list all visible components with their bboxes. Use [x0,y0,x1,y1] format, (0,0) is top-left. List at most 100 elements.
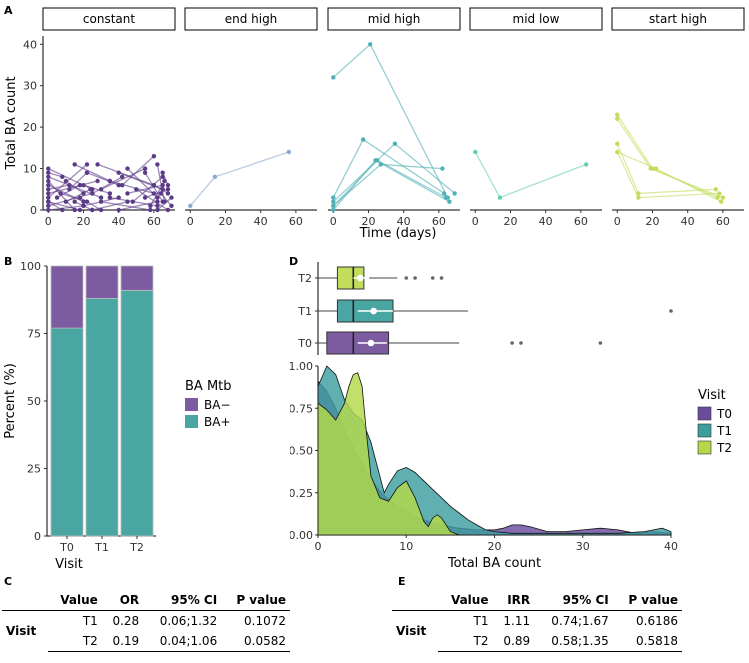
a-data-point [392,141,398,146]
a-x-tick-label: 20 [503,215,517,228]
a-data-point [331,195,336,200]
a-data-point [84,162,90,167]
d-box-row-label: T2 [297,272,312,285]
a-data-point [107,178,113,184]
table-e-header-ci: 95% CI [534,590,613,611]
a-data-point [148,207,153,213]
a-y-tick-label: 10 [23,163,37,176]
d-legend-title: Visit [698,388,726,403]
a-x-tick-label: 60 [289,215,303,228]
a-data-point [615,149,620,155]
chart-a-facets: 0 10 20 30 40 Total BA count constant 0 20 40 60 en… [4,7,745,240]
table-cell: 0.0582 [221,631,290,652]
a-series-line [332,43,449,198]
a-data-point [60,174,65,180]
a-facet-strip [184,7,318,31]
panel-letter-b: B [4,255,13,268]
a-x-axis-label: Time (days) [359,226,437,240]
d-x-tick-label: 10 [399,540,413,553]
table-cell: 0.58;1.35 [534,631,613,652]
a-data-point [116,207,121,213]
b-x-tick-label: T1 [94,541,109,554]
d-box-mean [367,339,375,347]
table-e-row-label: Visit [396,624,427,639]
table-row: Visit T1 1.11 0.74;1.67 0.6186 [392,611,682,638]
a-y-tick-label: 20 [23,121,37,134]
d-density-area [317,372,460,536]
d-legend-swatch [697,423,712,438]
b-bar-segment [50,327,84,537]
table-cell: 1.11 [503,614,531,628]
a-data-point [155,162,160,167]
d-y-tick-label: 0.75 [290,402,313,415]
a-data-point [615,112,620,117]
a-series-line [474,151,587,199]
d-box-outlier [430,276,435,280]
a-series-line [135,188,169,211]
a-series-line [100,201,151,211]
a-facet-strip [42,7,176,31]
a-x-tick-label: 0 [45,215,52,228]
a-data-point [84,170,90,175]
table-cell: 0.06;1.32 [159,614,218,628]
b-legend-label: BA+ [204,415,231,429]
table-c-row-label: Visit [6,624,37,639]
a-series-line [616,143,716,195]
a-data-point [452,191,457,196]
a-data-point [148,203,153,209]
a-data-point [95,162,100,167]
a-data-point [713,187,719,192]
d-x-tick-label: 20 [488,540,502,553]
a-facet-strip [611,7,745,31]
a-series-line [617,151,722,203]
a-data-point [77,195,83,200]
a-data-point [81,182,86,188]
d-y-tick-label: 0.50 [290,445,313,458]
d-box-row-label: T0 [297,337,312,350]
a-x-tick-label: 60 [147,215,161,228]
a-data-point [63,199,69,204]
b-legend-swatch [185,398,198,411]
a-data-point [125,191,130,196]
a-data-point [165,207,171,213]
table-row: Visit T1 0.28 0.06;1.32 0.1072 [2,611,290,638]
a-series-line [65,188,91,203]
a-data-point [583,162,589,167]
table-cell: T2 [437,631,493,652]
a-x-tick-label: 40 [254,215,268,228]
a-data-point [77,207,83,213]
a-x-tick-label: 40 [397,215,411,228]
a-x-tick-label: 40 [112,215,126,228]
table-row: T2 0.89 0.58;1.35 0.5818 [392,631,682,652]
d-box-outlier [413,276,417,280]
a-x-tick-label: 20 [645,215,659,228]
a-x-tick-label: 0 [614,215,621,228]
b-y-tick-label: 75 [27,328,41,341]
d-y-tick-label: 0.25 [290,487,313,500]
a-data-point [98,207,104,213]
table-c-header-or: OR [101,590,144,611]
b-y-axis-label: Percent (%) [3,363,18,439]
a-x-tick-label: 60 [716,215,730,228]
a-x-tick-label: 20 [361,215,375,228]
d-box-mean [370,307,377,315]
a-data-point [72,162,77,167]
a-data-point [46,187,51,192]
a-data-point [46,199,51,204]
d-box-outlier [439,276,444,280]
a-data-point [60,207,65,213]
a-x-tick-label: 0 [187,215,194,228]
a-x-tick-label: 60 [574,215,588,228]
a-data-point [81,203,86,209]
table-cell: T1 [473,614,489,628]
d-box-outlier [598,341,603,345]
a-data-point [151,153,157,159]
b-y-tick-label: 50 [27,395,41,408]
d-legend-swatch [697,440,712,455]
table-cell: 0.89 [492,631,535,652]
a-data-point [46,207,51,213]
a-y-tick-label: 30 [23,80,37,93]
a-x-tick-label: 40 [681,215,695,228]
d-box-outlier [669,309,673,313]
a-data-point [77,182,83,188]
